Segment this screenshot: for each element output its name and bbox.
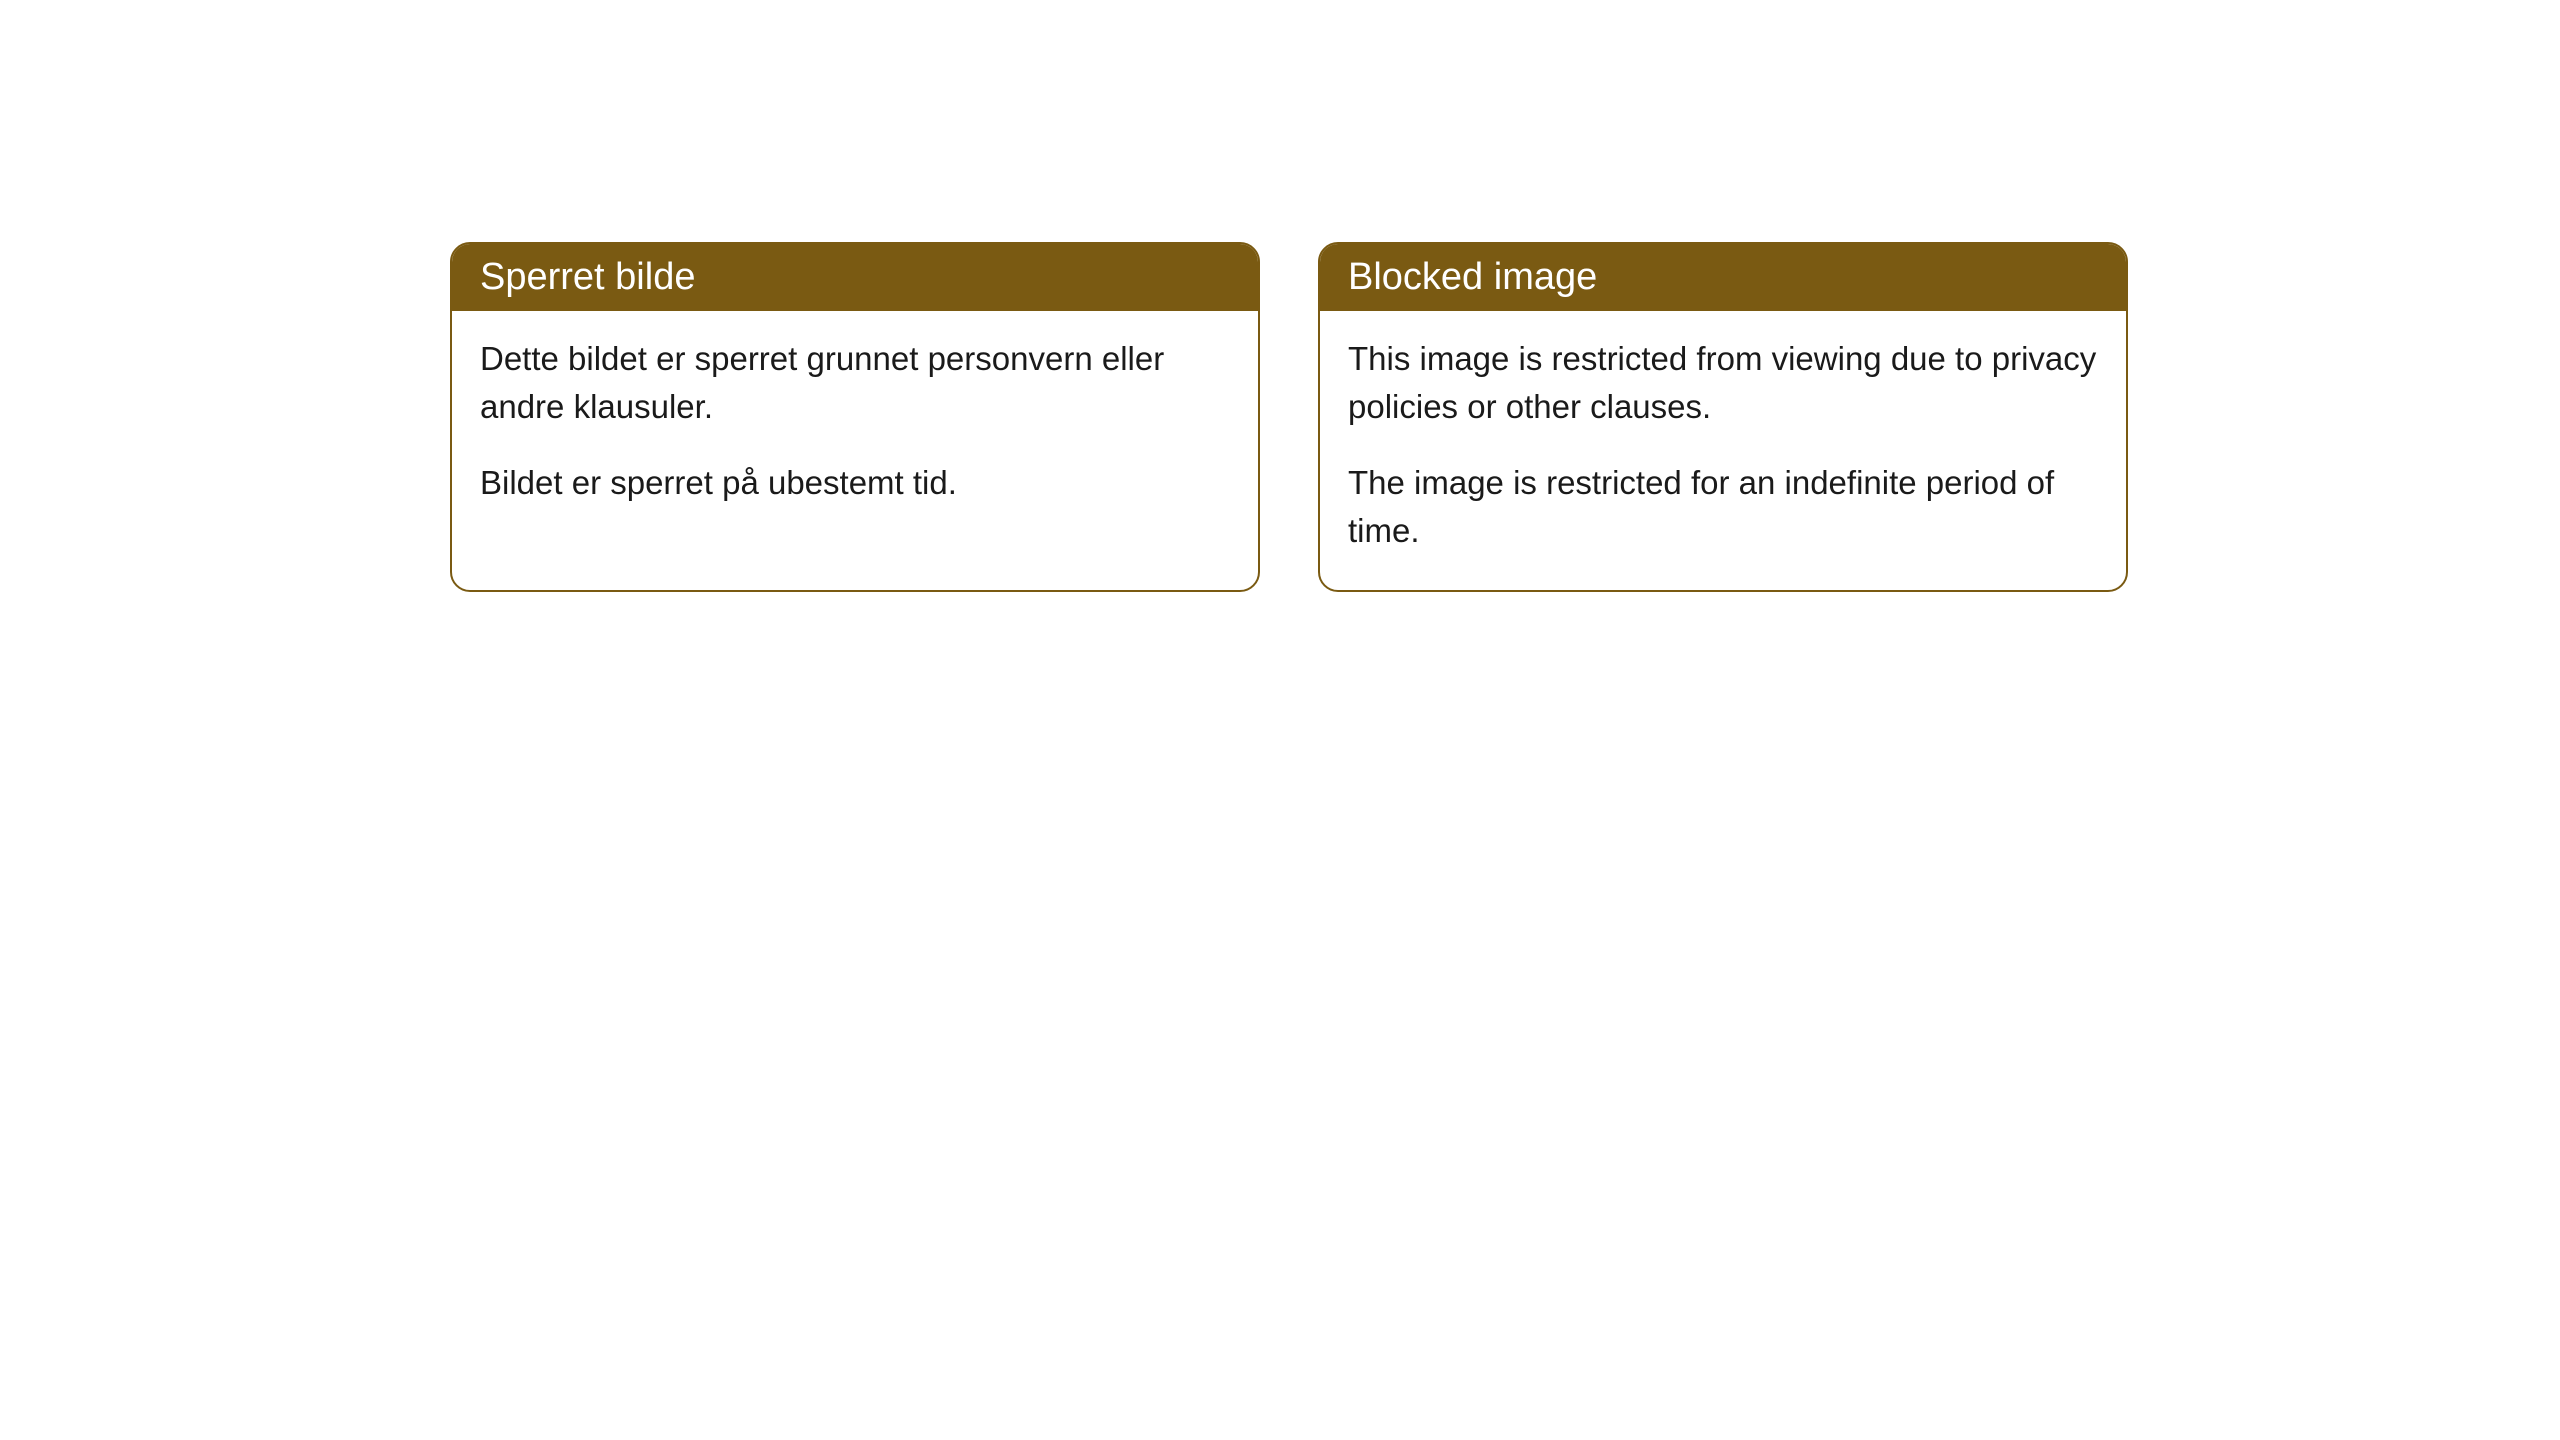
notice-header: Blocked image <box>1320 244 2126 311</box>
notice-paragraph-1: This image is restricted from viewing du… <box>1348 335 2098 431</box>
notice-header: Sperret bilde <box>452 244 1258 311</box>
notice-container: Sperret bilde Dette bildet er sperret gr… <box>0 0 2560 592</box>
notice-card-norwegian: Sperret bilde Dette bildet er sperret gr… <box>450 242 1260 592</box>
notice-body: Dette bildet er sperret grunnet personve… <box>452 311 1258 543</box>
notice-body: This image is restricted from viewing du… <box>1320 311 2126 590</box>
notice-paragraph-1: Dette bildet er sperret grunnet personve… <box>480 335 1230 431</box>
notice-paragraph-2: The image is restricted for an indefinit… <box>1348 459 2098 555</box>
notice-paragraph-2: Bildet er sperret på ubestemt tid. <box>480 459 1230 507</box>
notice-card-english: Blocked image This image is restricted f… <box>1318 242 2128 592</box>
